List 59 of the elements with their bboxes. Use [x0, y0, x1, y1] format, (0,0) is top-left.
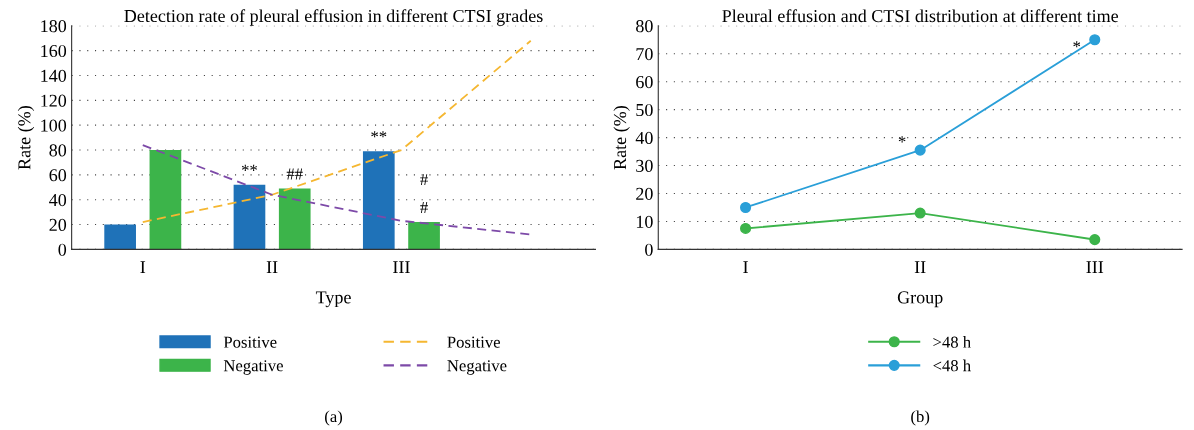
y-tick-label: 20 [636, 187, 653, 200]
data-label: # # [420, 174, 428, 213]
point [914, 207, 926, 219]
bar [104, 224, 136, 250]
line-series [141, 144, 532, 236]
y-tick-label: 100 [41, 119, 67, 132]
bar [149, 150, 182, 250]
y-axis-title: Rate (%) [17, 106, 35, 170]
y-tick-label: 80 [49, 144, 67, 157]
y-tick-label: 180 [41, 20, 67, 33]
x-axis-title: Type [315, 291, 351, 308]
bar [233, 184, 266, 250]
y-tick-label: 10 [636, 215, 653, 228]
point [1089, 234, 1101, 246]
data-label: ** [371, 131, 387, 138]
chart-title: Detection rate of pleural effusion in different CTSI grades [124, 9, 543, 26]
data-label: ** [241, 164, 257, 171]
point [740, 201, 752, 214]
x-tick-label: III [1086, 261, 1104, 274]
y-tick-label: 140 [41, 69, 67, 82]
y-tick-label: 60 [636, 75, 653, 89]
y-tick-label: 20 [49, 218, 67, 231]
line-series [141, 39, 532, 223]
bar [362, 151, 395, 250]
y-tick-label: 40 [49, 193, 67, 207]
point [740, 222, 752, 234]
legend-label: Negative [447, 360, 507, 375]
text: (a) [325, 410, 343, 426]
y-tick-label: 0 [58, 243, 67, 256]
y-tick-label: 80 [636, 20, 653, 33]
point [914, 144, 926, 156]
y-tick-label: 120 [41, 94, 67, 107]
legend-label: Positive [223, 336, 277, 348]
x-tick-label: III [393, 261, 410, 274]
y-tick-label: 0 [645, 243, 653, 256]
y-tick-label: 160 [41, 44, 67, 58]
x-tick-label: I [743, 261, 748, 274]
y-tick-label: 70 [636, 48, 653, 61]
data-label: ## [286, 168, 303, 180]
y-tick-label: 50 [636, 103, 653, 117]
point [1089, 34, 1101, 46]
bar [408, 222, 440, 250]
x-axis-title: Group [897, 291, 943, 308]
y-tick-label: 40 [635, 131, 653, 145]
y-tick-label: 30 [636, 159, 653, 172]
x-tick-label: II [266, 261, 278, 274]
text: (b) [911, 410, 930, 426]
annotation: * [1073, 41, 1081, 48]
legend-label: Positive [447, 336, 500, 348]
y-axis-title: Rate (%) [613, 106, 630, 170]
chart-title: Pleural effusion and CTSI distribution at different time [722, 9, 1119, 23]
bar [278, 188, 311, 250]
x-tick-label: II [914, 261, 926, 274]
x-tick-label: I [140, 261, 146, 274]
annotation: * [898, 136, 906, 143]
legend-label: <48 h [933, 359, 971, 372]
legend-label: Negative [223, 360, 283, 375]
y-tick-label: 60 [49, 169, 67, 182]
legend-label: >48 h [933, 336, 971, 348]
